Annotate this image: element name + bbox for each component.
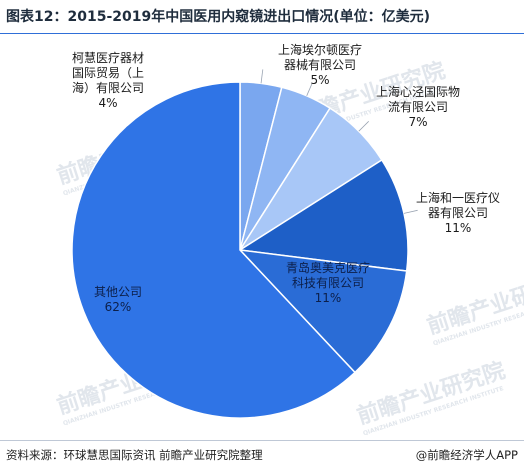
- slice-value-label: 62%: [105, 300, 132, 314]
- slice-value-label: 4%: [98, 96, 117, 110]
- slice-value-label: 5%: [310, 73, 329, 87]
- pie-slice: [71, 81, 357, 419]
- slice-labels: 柯慧医疗器材国际贸易（上海）有限公司 4% 上海埃尔顿医疗器械有限公司 5% 上海心泾国…: [72, 42, 500, 314]
- slice-label: 青岛奥美克医疗科技有限公司 11%: [286, 260, 370, 305]
- slice-name-label: 国际贸易（上: [72, 66, 144, 80]
- pie-slice: [237, 158, 409, 272]
- slice-label: 上海心泾国际物流有限公司 7%: [376, 84, 460, 129]
- slice-name-label: 上海和一医疗仪: [416, 190, 500, 205]
- source-note: 资料来源：环球慧思国际资讯 前瞻产业研究院整理: [6, 448, 263, 462]
- pie-slices: [71, 81, 409, 419]
- slice-name-label: 海）有限公司: [72, 80, 144, 95]
- chart-title: 图表12：2015-2019年中国医用内窥镜进出口情况(单位：亿美元): [6, 9, 431, 25]
- leader-line: [403, 209, 418, 214]
- leader-lines: [260, 69, 418, 214]
- brand-credit: @前瞻经济学人APP: [415, 448, 518, 462]
- slice-name-label: 器械有限公司: [284, 57, 356, 72]
- slice-name-label: 上海埃尔顿医疗: [278, 42, 362, 57]
- slice-name-label: 流有限公司: [388, 100, 448, 114]
- slice-name-label: 器有限公司: [428, 206, 488, 220]
- footer-divider: [0, 440, 524, 441]
- slice-name-label: 科技有限公司: [292, 276, 364, 290]
- slice-value-label: 7%: [408, 115, 427, 129]
- slice-label: 柯慧医疗器材国际贸易（上海）有限公司 4%: [72, 50, 144, 110]
- slice-name-label: 上海心泾国际物: [376, 84, 460, 99]
- slice-value-label: 11%: [315, 291, 342, 305]
- leader-line: [306, 82, 313, 96]
- slice-name-label: 青岛奥美克医疗: [286, 260, 370, 275]
- leader-line: [358, 121, 369, 132]
- leader-line: [260, 69, 264, 84]
- slice-label: 其他公司 62%: [94, 285, 142, 314]
- slice-name-label: 柯慧医疗器材: [72, 50, 144, 65]
- slice-label: 上海和一医疗仪器有限公司 11%: [416, 190, 500, 235]
- slice-name-label: 其他公司: [94, 285, 142, 299]
- title-bar: 图表12：2015-2019年中国医用内窥镜进出口情况(单位：亿美元): [0, 0, 524, 34]
- pie-slice: [238, 248, 408, 374]
- title-divider: [0, 33, 524, 34]
- slice-value-label: 11%: [445, 221, 472, 235]
- slice-label: 上海埃尔顿医疗器械有限公司 5%: [278, 42, 362, 87]
